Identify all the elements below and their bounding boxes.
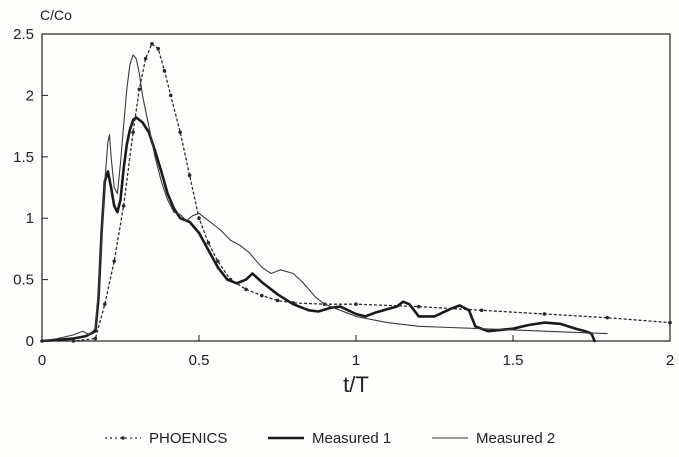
series-layer [40, 42, 672, 343]
legend-label-measured-1: Measured 1 [312, 430, 391, 447]
data-point-phoenics [162, 69, 167, 73]
x-axis-label: t/T [343, 372, 369, 397]
data-point-phoenics [244, 287, 248, 292]
data-point-phoenics [354, 302, 358, 306]
data-point-phoenics [197, 216, 201, 220]
data-point-phoenics [542, 312, 547, 316]
data-point-phoenics [260, 293, 264, 298]
y-axis: 0 0.5 1 1.5 2 2.5 [13, 26, 48, 350]
y-axis-label: C/Co [40, 7, 72, 23]
x-tick-label: 0 [38, 352, 46, 369]
series-line-measured-2 [41, 54, 608, 342]
data-point-phoenics [479, 308, 484, 313]
data-point-phoenics [137, 87, 142, 92]
plot-frame [41, 33, 671, 342]
x-tick-label: 1 [352, 352, 360, 369]
data-point-phoenics [206, 240, 211, 245]
data-point-phoenics [131, 130, 135, 135]
data-point-phoenics [275, 298, 280, 303]
y-tick-label: 2 [26, 87, 34, 104]
x-tick-label: 0.5 [189, 352, 210, 369]
data-point-phoenics [216, 259, 220, 263]
x-tick-label: 2 [666, 352, 674, 369]
y-tick-label: 2.5 [13, 26, 34, 43]
data-point-phoenics [93, 336, 98, 341]
legend: PHOENICS Measured 1 Measured 2 [105, 430, 555, 447]
data-point-phoenics [168, 93, 173, 98]
y-tick-label: 1.5 [13, 149, 34, 166]
x-axis: 0 0.5 1 1.5 2 [38, 335, 674, 369]
series-line-phoenics [41, 43, 671, 342]
data-point-phoenics [668, 320, 672, 325]
data-point-phoenics [121, 204, 126, 208]
x-tick-label: 1.5 [503, 352, 524, 369]
data-point-phoenics [103, 302, 107, 306]
data-point-phoenics [143, 56, 148, 61]
y-tick-label: 1 [26, 210, 34, 227]
series-line-measured-1 [40, 116, 596, 343]
data-point-phoenics [605, 315, 609, 320]
legend-label-phoenics: PHOENICS [149, 430, 227, 447]
data-point-phoenics [71, 339, 76, 343]
y-tick-label: 0 [26, 333, 34, 350]
data-point-phoenics [187, 173, 192, 178]
y-tick-label: 0.5 [13, 272, 34, 289]
data-point-phoenics [178, 130, 182, 135]
legend-marker-phoenics [121, 436, 125, 440]
data-point-phoenics [150, 42, 154, 46]
data-point-phoenics [156, 46, 160, 51]
data-point-phoenics [417, 304, 421, 309]
data-point-phoenics [112, 259, 117, 263]
legend-label-measured-2: Measured 2 [476, 430, 555, 447]
